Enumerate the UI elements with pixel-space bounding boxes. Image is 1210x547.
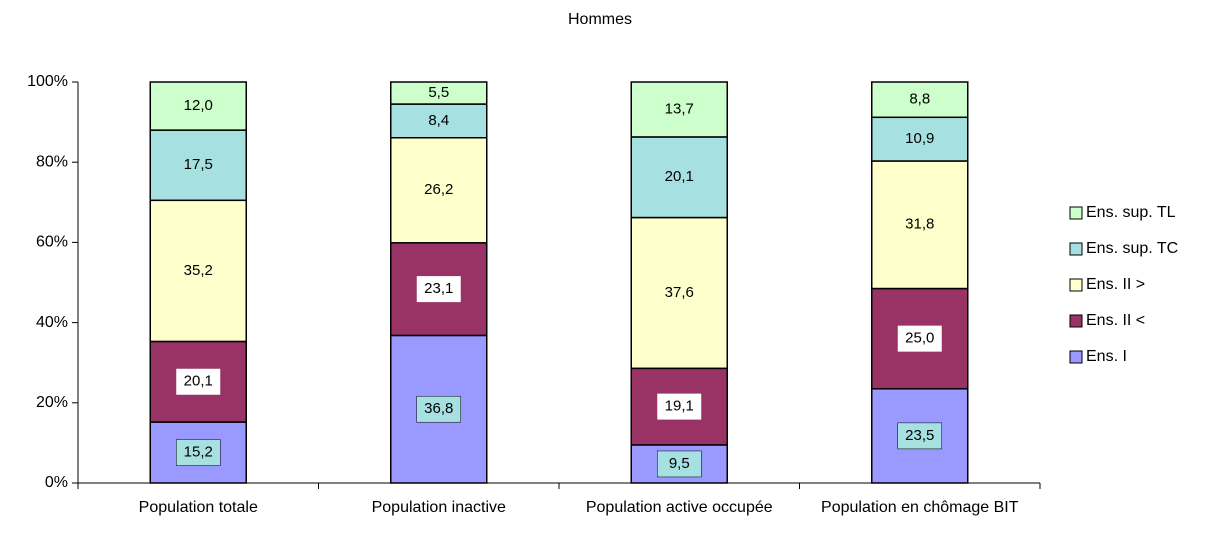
data-label: 5,5	[428, 84, 449, 101]
y-tick-label: 60%	[36, 234, 68, 251]
data-label: 23,5	[905, 427, 934, 444]
data-label: 10,9	[905, 130, 934, 147]
y-tick-label: 20%	[36, 394, 68, 411]
data-label: 37,6	[665, 284, 694, 301]
data-label-box	[897, 325, 942, 352]
x-tick-label: Population en chômage BIT	[821, 499, 1019, 516]
data-label: 23,1	[424, 280, 453, 297]
bar-segment	[149, 129, 247, 202]
data-label: 35,2	[184, 262, 213, 279]
y-tick-label: 0%	[45, 474, 68, 491]
data-label: 26,2	[424, 181, 453, 198]
legend-label: Ens. II <	[1086, 312, 1145, 329]
data-label: 19,1	[665, 398, 694, 415]
bar-segment	[630, 81, 728, 138]
legend-swatch	[1069, 350, 1083, 364]
chart-title: Hommes	[568, 11, 632, 28]
data-label: 17,5	[184, 156, 213, 173]
data-label-box	[657, 393, 702, 420]
data-label: 31,8	[905, 216, 934, 233]
legend-label: Ens. II >	[1086, 276, 1145, 293]
data-label: 13,7	[665, 100, 694, 117]
legend-swatch	[1069, 206, 1083, 220]
bar-segment	[630, 216, 728, 370]
x-tick-label: Population active occupée	[585, 499, 773, 516]
data-label: 36,8	[424, 400, 453, 417]
x-tick-label: Population totale	[138, 499, 258, 516]
bar-segment	[390, 103, 488, 139]
data-label: 9,5	[669, 455, 690, 472]
bar-segment	[871, 160, 969, 290]
y-tick-label: 40%	[36, 314, 68, 331]
bar-segment	[630, 136, 728, 219]
legend-swatch	[1069, 242, 1083, 256]
bar-segment	[871, 116, 969, 162]
data-label-box	[657, 450, 702, 478]
legend-label: Ens. sup. TL	[1086, 204, 1176, 221]
data-label-box	[176, 368, 221, 395]
data-label: 8,8	[909, 91, 930, 108]
bar-segment	[149, 81, 247, 131]
x-tick-label: Population inactive	[371, 499, 506, 516]
data-label-box	[416, 276, 461, 303]
data-label: 8,4	[428, 112, 449, 129]
data-label: 15,2	[184, 443, 213, 460]
data-label: 20,1	[665, 168, 694, 185]
legend-label: Ens. sup. TC	[1086, 240, 1178, 257]
data-label: 20,1	[184, 373, 213, 390]
data-label-box	[416, 395, 461, 423]
bar-segment	[390, 81, 488, 105]
bar-segment	[390, 136, 488, 244]
y-tick-label: 80%	[36, 153, 68, 170]
legend-label: Ens. I	[1086, 348, 1127, 365]
legend-swatch	[1069, 278, 1083, 292]
data-label-box	[176, 439, 221, 466]
data-label: 12,0	[184, 97, 213, 114]
data-label: 25,0	[905, 330, 934, 347]
legend-swatch	[1069, 314, 1083, 328]
bar-segment	[871, 81, 969, 119]
y-tick-label: 100%	[27, 73, 68, 90]
data-label-box	[897, 422, 942, 450]
bar-segment	[149, 199, 247, 343]
